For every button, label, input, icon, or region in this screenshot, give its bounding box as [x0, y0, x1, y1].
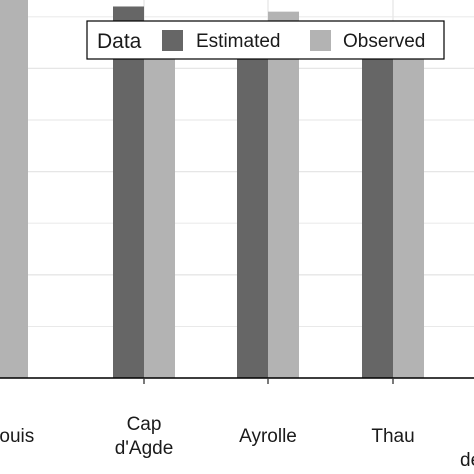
legend-swatch-estimated	[162, 30, 183, 51]
x-tick-label: de	[460, 450, 474, 471]
bar-estimated-3	[362, 47, 393, 378]
legend-label-observed: Observed	[343, 31, 425, 52]
bar-observed-2	[268, 11, 299, 378]
x-tick-label: St−Louis	[0, 426, 34, 447]
x-tick-label: Thau	[371, 426, 414, 447]
bar-estimated-2	[237, 27, 268, 379]
bar-observed-1	[144, 27, 175, 379]
legend-box	[86, 20, 445, 60]
x-tick-label: Cap	[127, 414, 162, 435]
x-tick-label: d'Agde	[115, 438, 174, 459]
bar-observed-0	[0, 0, 28, 378]
bar-observed-3	[393, 27, 424, 379]
x-axis-ticks: St−Louis Cap d'Agde Ayrolle Thau de	[0, 378, 474, 471]
x-tick-label: Ayrolle	[239, 426, 297, 447]
bars	[0, 0, 424, 379]
legend-swatch-observed	[310, 30, 331, 51]
bar-estimated-1	[113, 6, 144, 378]
legend: Data Estimated Observed	[86, 20, 445, 60]
legend-label-estimated: Estimated	[196, 31, 280, 52]
legend-title: Data	[97, 30, 142, 53]
